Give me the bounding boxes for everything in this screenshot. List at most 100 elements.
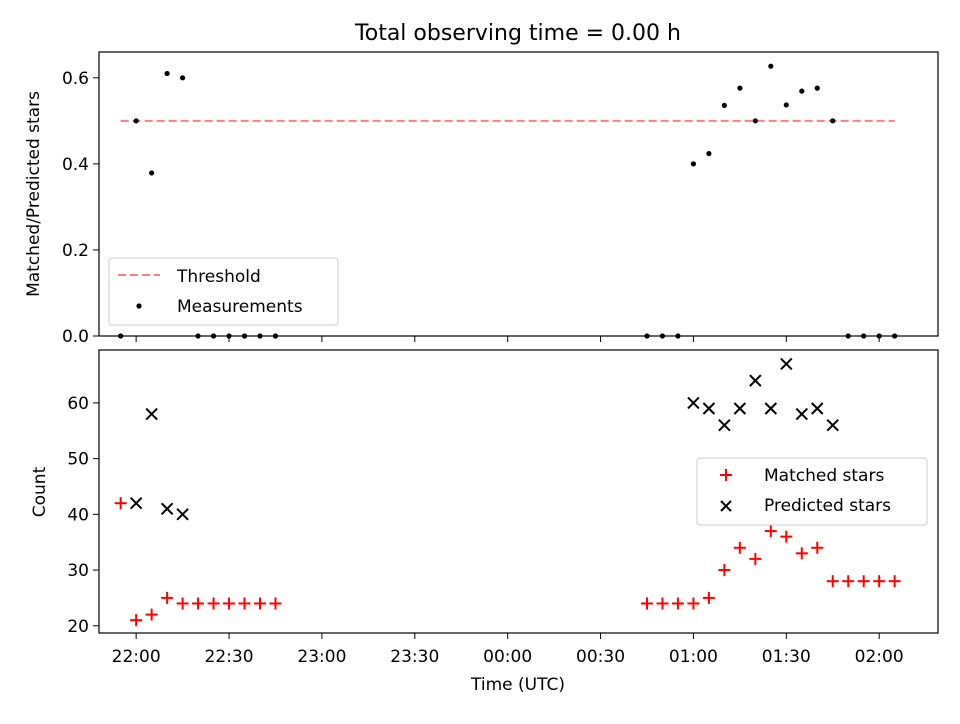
- matched-point: [780, 530, 793, 543]
- x-tick-label: 22:30: [205, 647, 254, 667]
- measurement-point: [133, 118, 139, 124]
- x-tick-label: 01:00: [669, 647, 718, 667]
- top-legend-box: [108, 257, 339, 326]
- predicted-point: [160, 502, 174, 515]
- x-tick-label: 23:00: [297, 647, 346, 667]
- matched-point: [223, 597, 236, 610]
- x-tick-label: 23:30: [390, 647, 439, 667]
- measurement-point: [272, 333, 279, 339]
- measurement-point: [644, 333, 650, 339]
- bottom-plot-area: [98, 349, 939, 634]
- matched-point: [145, 608, 158, 621]
- bottom-y-tick-label: 40: [67, 505, 89, 525]
- x-tick-label: 02:00: [855, 647, 904, 667]
- bottom-y-tick-label: 50: [67, 450, 89, 470]
- predicted-point: [749, 374, 762, 387]
- bottom-panel: 20 30 40 50 60 22:00 22:30 23:00 23:30 00:00 00:3…: [30, 349, 939, 695]
- matched-point: [749, 552, 762, 565]
- measurement-point: [659, 333, 666, 339]
- measurement-point: [149, 170, 155, 176]
- bottom-y-axis-label: Count: [30, 466, 50, 517]
- matched-point: [826, 575, 839, 588]
- matched-point: [238, 597, 251, 610]
- measurement-point: [783, 102, 789, 108]
- measurement-point: [814, 85, 820, 91]
- measurement-point: [752, 118, 758, 124]
- matched-point: [656, 597, 669, 610]
- matched-point: [192, 597, 205, 610]
- top-y-tick-label: 0.2: [62, 241, 89, 261]
- chart-title: Total observing time = 0.00 h: [354, 21, 681, 46]
- x-tick-label: 01:30: [762, 647, 811, 667]
- matched-point: [671, 597, 684, 610]
- matched-point: [702, 591, 715, 604]
- legend-predicted-label: Predicted stars: [764, 496, 891, 516]
- bottom-legend-box: [696, 457, 928, 526]
- legend-threshold-label: Threshold: [176, 267, 261, 287]
- bottom-marks: [114, 357, 901, 627]
- matched-point: [207, 597, 220, 610]
- predicted-point: [811, 402, 824, 415]
- measurement-point: [118, 333, 124, 339]
- top-y-tick-label: 0.0: [62, 327, 89, 347]
- matched-point: [114, 497, 127, 510]
- predicted-point: [145, 407, 158, 421]
- measurement-point: [195, 333, 201, 339]
- x-tick-label: 00:30: [576, 647, 625, 667]
- measurement-point: [241, 333, 248, 339]
- matched-point: [764, 525, 777, 538]
- top-marks: [118, 63, 898, 339]
- measurement-point: [845, 333, 851, 339]
- predicted-point: [129, 496, 143, 510]
- top-y-axis-label: Matched/Predicted stars: [24, 91, 44, 297]
- measurement-point: [226, 333, 232, 339]
- legend-matched-label: Matched stars: [764, 466, 884, 486]
- predicted-point: [764, 402, 778, 415]
- matched-point: [733, 541, 746, 554]
- matched-point: [888, 575, 901, 588]
- matched-point: [842, 575, 855, 588]
- matched-point: [269, 597, 282, 610]
- matched-point: [687, 597, 700, 610]
- measurement-point: [690, 161, 697, 167]
- predicted-point: [780, 357, 793, 371]
- measurement-point: [179, 75, 186, 81]
- predicted-point: [718, 418, 731, 432]
- matched-point: [640, 597, 653, 610]
- predicted-point: [826, 418, 839, 432]
- measurement-point: [737, 85, 743, 91]
- legend-measurements-marker: [136, 303, 142, 309]
- predicted-point: [702, 402, 716, 415]
- x-tick-label: 22:00: [112, 647, 161, 667]
- measurement-point: [876, 333, 882, 339]
- measurement-point: [768, 63, 774, 69]
- predicted-point: [795, 407, 808, 421]
- top-y-tick-label: 0.4: [62, 155, 89, 175]
- measurement-point: [706, 150, 712, 157]
- bottom-x-ticks: 22:00 22:30 23:00 23:30 00:00 00:30 01:00 01:30…: [112, 633, 904, 667]
- top-plot-area: [98, 51, 939, 337]
- matched-point: [253, 597, 266, 610]
- bottom-y-tick-label: 60: [67, 394, 89, 414]
- bottom-y-tick-label: 20: [67, 617, 89, 637]
- matched-point: [161, 591, 174, 604]
- measurement-point: [799, 88, 805, 94]
- measurement-point: [675, 333, 681, 339]
- bottom-y-ticks: 20 30 40 50 60: [67, 394, 99, 637]
- top-y-tick-label: 0.6: [62, 69, 89, 89]
- top-y-ticks: 0.0 0.2 0.4 0.6: [62, 69, 99, 347]
- matched-point: [176, 597, 189, 610]
- matched-point: [873, 575, 886, 588]
- measurement-point: [210, 333, 217, 339]
- legend-predicted-marker: [720, 500, 732, 512]
- matched-point: [795, 547, 808, 560]
- matched-point: [718, 564, 731, 577]
- measurement-point: [892, 333, 898, 339]
- bottom-legend: Matched stars Predicted stars: [696, 457, 928, 526]
- matched-point: [857, 575, 870, 588]
- bottom-y-tick-label: 30: [67, 561, 89, 581]
- measurement-point: [861, 333, 867, 339]
- matched-point: [811, 541, 824, 554]
